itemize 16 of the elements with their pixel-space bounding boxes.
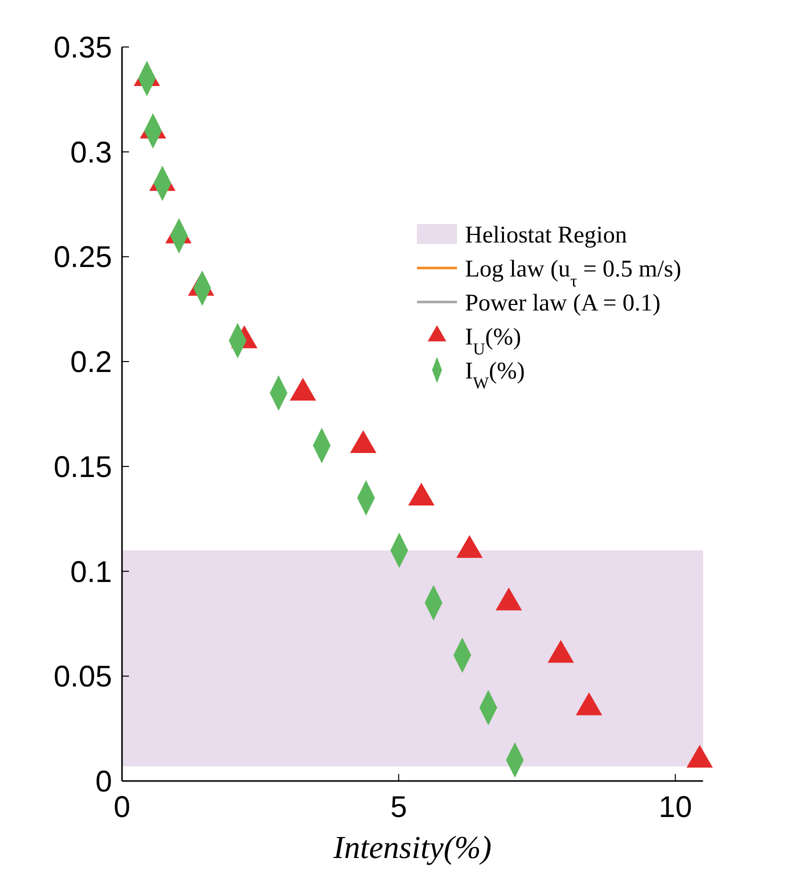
x-axis-title: Intensity(%): [332, 829, 492, 865]
y-tick-label: 0.05: [54, 660, 112, 694]
y-tick-label: 0.35: [54, 32, 112, 64]
y-tick-label: 0.1: [70, 556, 112, 589]
legend-label: Heliostat Region: [465, 222, 627, 248]
y-tick-label: 0.3: [70, 136, 112, 170]
legend-label: I$_{W}$(%): [465, 358, 525, 392]
legend-label: Log law (u$_{τ}$ = 0.5 m/s): [465, 256, 682, 290]
x-tick-label: 10: [658, 791, 692, 824]
y-tick-label: 0.15: [54, 450, 112, 484]
y-tick-label: 0.25: [54, 241, 112, 274]
legend-label: I$_{U}$(%): [465, 324, 522, 358]
legend-label: Power law (A = 0.1): [465, 290, 661, 316]
x-tick-label: 5: [390, 791, 408, 824]
y-tick-label: 0: [95, 766, 112, 798]
y-tick-label: 0.2: [70, 346, 112, 380]
